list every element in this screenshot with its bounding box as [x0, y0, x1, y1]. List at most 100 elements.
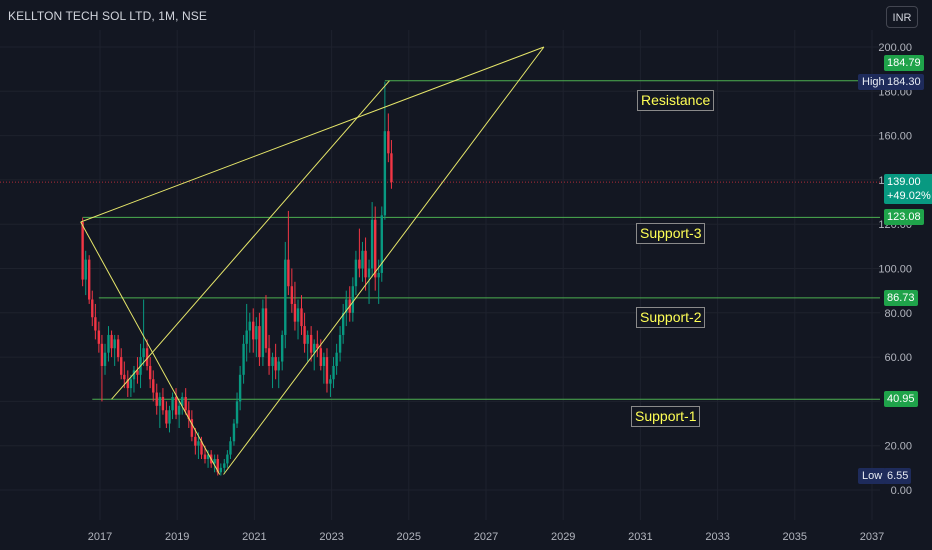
high-price-label: 184.30	[884, 74, 924, 90]
candle-body	[264, 308, 268, 349]
candle-body	[354, 259, 358, 287]
candle-body	[81, 221, 84, 280]
candle-body	[248, 321, 251, 331]
candle-body	[255, 326, 258, 340]
candle-body	[390, 153, 393, 183]
y-tick-label: 0.00	[891, 485, 912, 497]
candle-body	[203, 454, 207, 459]
x-tick-label: 2033	[705, 531, 729, 543]
candle-body	[171, 396, 174, 411]
candle-body	[316, 343, 319, 349]
candle-body	[322, 357, 326, 366]
candle-body	[235, 401, 239, 424]
candle-body	[370, 219, 374, 269]
candle-body	[284, 259, 287, 335]
candle-body	[364, 250, 367, 278]
candle-body	[200, 441, 203, 455]
candle-body	[313, 343, 316, 353]
candle-body	[158, 396, 162, 406]
candle-body	[351, 286, 355, 313]
candle-body	[136, 370, 139, 375]
candle-body	[184, 396, 187, 411]
candle-body	[120, 357, 123, 375]
y-tick-label: 160.00	[878, 131, 912, 143]
candle-body	[161, 396, 165, 411]
candle-body	[187, 410, 190, 420]
candle-body	[290, 286, 294, 304]
trend-line	[223, 46, 545, 475]
annotation-support-3[interactable]: Support-3	[636, 223, 706, 244]
candle-body	[377, 272, 380, 278]
candle-body	[126, 379, 129, 389]
candle-body	[309, 334, 313, 353]
high-tag: High	[858, 74, 889, 90]
candle-body	[168, 410, 171, 424]
candle-body	[271, 357, 274, 366]
currency-button[interactable]: INR	[886, 6, 918, 28]
candle-body	[142, 348, 145, 358]
trend-line	[80, 221, 221, 475]
candle-body	[358, 259, 361, 269]
candle-body	[219, 467, 223, 473]
candle-body	[306, 334, 309, 344]
candle-body	[155, 392, 158, 406]
candle-body	[338, 334, 342, 353]
trend-line	[80, 46, 545, 223]
y-tick-label: 60.00	[884, 352, 912, 364]
candle-body	[91, 299, 94, 318]
candle-body	[213, 458, 216, 464]
x-tick-label: 2037	[860, 531, 884, 543]
candle-body	[123, 374, 126, 380]
candle-body	[194, 436, 197, 446]
candle-body	[387, 131, 390, 154]
x-tick-label: 2019	[165, 531, 189, 543]
candle-body	[380, 215, 383, 273]
candle-body	[252, 321, 255, 340]
x-tick-label: 2025	[397, 531, 421, 543]
y-tick-label: 200.00	[878, 42, 912, 54]
candle-body	[84, 259, 87, 280]
candle-body	[242, 343, 245, 375]
annotation-support-2[interactable]: Support-2	[636, 307, 706, 328]
candle-body	[165, 410, 168, 424]
candle-body	[223, 463, 226, 468]
candle-body	[329, 379, 332, 384]
current-price-change: +49.02%	[887, 190, 931, 202]
candle-body	[216, 458, 219, 473]
candle-body	[345, 299, 348, 313]
candle-body	[361, 250, 364, 269]
current-price-label: 139.00 +49.02%	[884, 174, 932, 204]
candle-body	[100, 343, 104, 366]
candle-body	[206, 454, 210, 459]
candle-body	[300, 308, 303, 327]
candle-body	[335, 352, 338, 366]
candle-body	[113, 339, 116, 349]
candle-body	[177, 405, 181, 415]
candle-body	[232, 423, 236, 442]
candle-body	[116, 339, 120, 358]
candle-body	[319, 348, 322, 366]
candle-body	[287, 259, 290, 287]
annotation-support-1[interactable]: Support-1	[631, 406, 701, 427]
chart-title: KELLTON TECH SOL LTD, 1M, NSE	[8, 9, 207, 23]
y-tick-label: 80.00	[884, 308, 912, 320]
candle-body	[145, 348, 149, 366]
candle-body	[197, 441, 200, 446]
support-2-price-label: 86.73	[884, 290, 918, 306]
candle-body	[132, 370, 136, 380]
low-price-label: 6.55	[884, 468, 912, 484]
candle-body	[107, 334, 110, 353]
candle-body	[332, 365, 335, 380]
support-3-price-label: 123.08	[884, 209, 924, 225]
annotation-resistance[interactable]: Resistance	[637, 90, 715, 111]
candle-body	[245, 330, 248, 344]
x-tick-label: 2017	[88, 531, 112, 543]
candle-body	[293, 303, 297, 322]
support-1-price-label: 40.95	[884, 391, 918, 407]
candle-body	[148, 365, 152, 380]
resistance-price-label: 184.79	[884, 55, 924, 71]
candle-body	[267, 348, 271, 366]
current-price-value: 139.00	[887, 176, 921, 188]
